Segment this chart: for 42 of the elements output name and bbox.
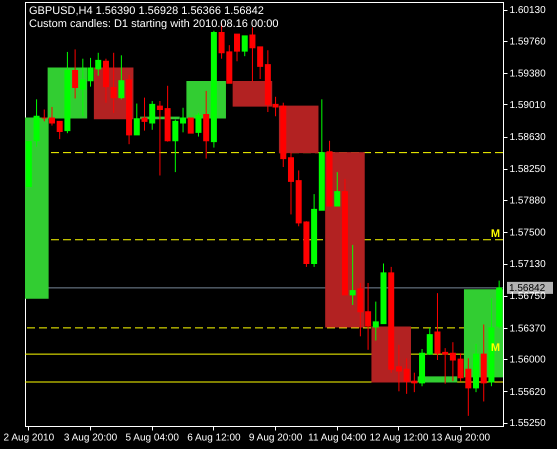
y-tick-label: 1.55250 (510, 418, 546, 430)
y-tick-label: 1.57500 (510, 228, 546, 239)
candlestick (64, 51, 70, 134)
x-tick-label: 2 Aug 2010 (4, 432, 55, 444)
y-tick-label: 1.58250 (510, 164, 546, 176)
candlestick (149, 100, 156, 130)
x-tick-label: 13 Aug 20:00 (431, 432, 491, 444)
candlestick (465, 358, 472, 416)
y-tick-label: 1.59380 (510, 68, 546, 80)
candlestick (118, 54, 124, 100)
candlestick (242, 35, 248, 57)
ref-line-label: M (490, 342, 500, 354)
text: Custom candles: D1 starting with 2010.08.16 00:00 (29, 18, 278, 30)
y-tick-label: 1.55620 (510, 386, 546, 398)
candlestick (350, 244, 356, 306)
y-tick-label: 1.59760 (510, 36, 546, 48)
y-tick-label: 1.59010 (510, 100, 546, 111)
candlestick (234, 34, 240, 62)
candlestick (195, 112, 202, 138)
x-tick-label: 11 Aug 04:00 (308, 432, 367, 444)
y-tick-label: 1.57880 (510, 196, 546, 207)
x-tick-label: 9 Aug 20:00 (248, 432, 303, 444)
y-tick-label: 1.56000 (510, 354, 546, 366)
candlestick (334, 172, 340, 206)
candlestick (134, 103, 140, 136)
y-tick-label: 1.56750 (510, 291, 546, 302)
x-tick-label: 5 Aug 04:00 (126, 432, 180, 444)
chart-title: GBPUSD,H4 1.56390 1.56928 1.56366 1.56842 (29, 5, 264, 17)
x-tick-label: 6 Aug 12:00 (187, 432, 242, 444)
candlestick (41, 108, 48, 122)
candlestick (411, 372, 418, 393)
y-tick-label: 1.60130 (510, 5, 546, 16)
candlestick (426, 327, 433, 356)
y-tick-label: 1.56370 (510, 323, 546, 334)
candlestick (72, 48, 78, 99)
y-tick-label: 1.58630 (510, 132, 546, 144)
y-tick-label: 1.57130 (510, 259, 546, 270)
x-tick-label: 3 Aug 20:00 (64, 432, 118, 444)
x-tick-label: 12 Aug 12:00 (369, 432, 429, 444)
candlestick (141, 97, 148, 132)
candlestick (188, 117, 194, 134)
ref-line-label: M (490, 228, 500, 240)
